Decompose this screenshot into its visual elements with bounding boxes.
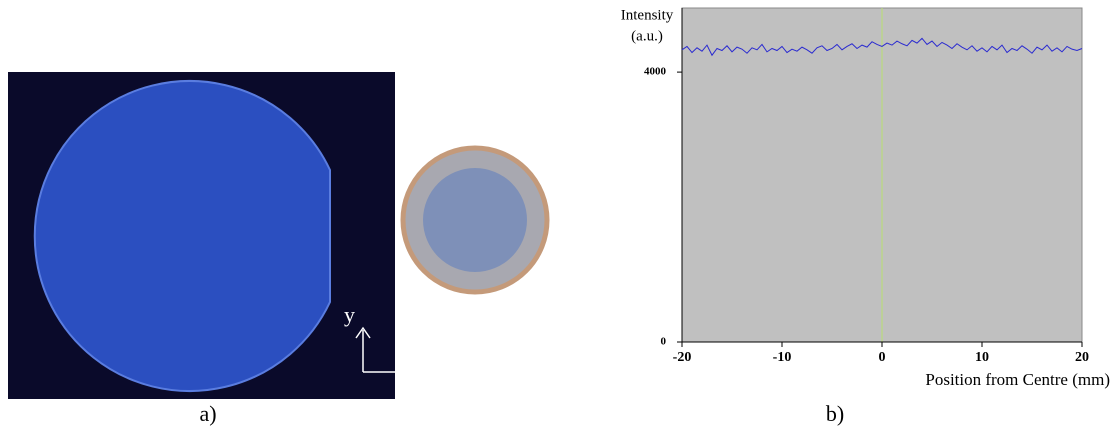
photo: y x a): [8, 72, 550, 426]
x-tick-label: -10: [773, 350, 792, 365]
x-axis-title: Position from Centre (mm): [925, 370, 1110, 389]
caption: a): [199, 401, 216, 426]
data-line: [681, 37, 1083, 57]
x-arrow-head: [416, 364, 429, 380]
wafer: [33, 80, 331, 392]
x-tick-label: 20: [1075, 350, 1089, 365]
x-axis-label: x: [432, 359, 443, 384]
caption: b): [826, 401, 844, 426]
y-axis-title: Intensity: [621, 7, 674, 23]
coin-centre: [423, 168, 527, 272]
y-axis-label: y: [344, 302, 355, 327]
y-tick-label: 4000: [644, 66, 667, 78]
x-tick-label: 0: [879, 350, 886, 365]
y-axis-title: (a.u.): [631, 28, 663, 44]
y-arrow-head: [355, 326, 371, 339]
x-tick-label: 10: [975, 350, 989, 365]
x-tick-label: -20: [673, 350, 692, 365]
y-tick-label: 0: [661, 336, 667, 348]
